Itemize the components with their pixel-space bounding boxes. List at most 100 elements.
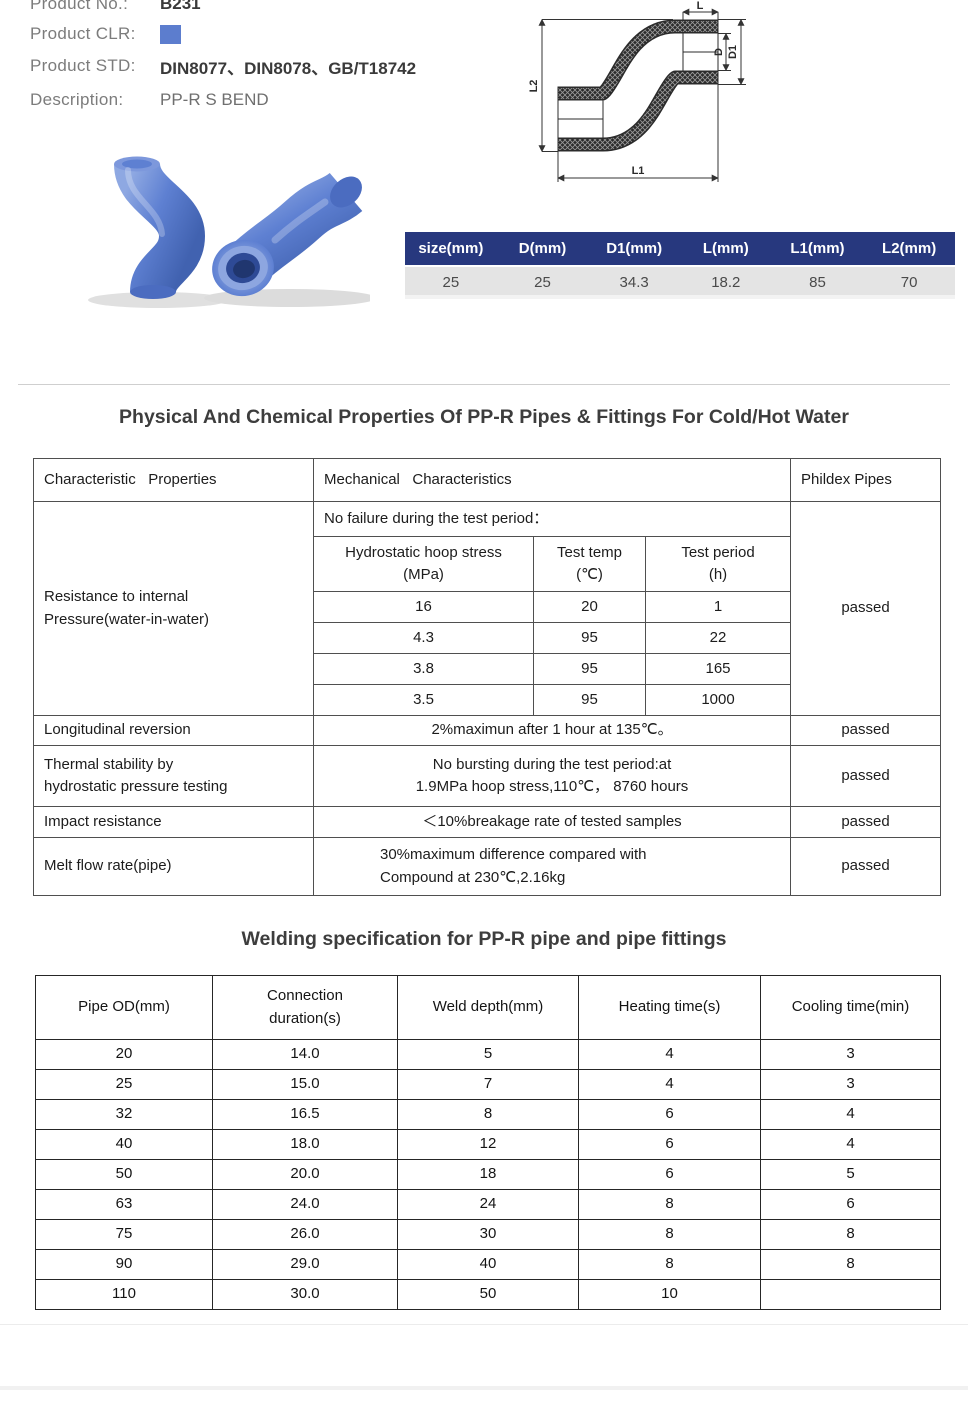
- table-header-cell: Mechanical Characteristics: [312, 458, 792, 502]
- table-header-cell: Phildex Pipes: [790, 458, 942, 502]
- table-cell: 4: [760, 1129, 941, 1160]
- table-cell: 50: [397, 1279, 579, 1310]
- table-cell: 30.0: [212, 1279, 398, 1310]
- table-header-cell: Weld depth(mm): [397, 975, 579, 1040]
- table-row: 32 16.5 8 6 4: [35, 1099, 941, 1130]
- table-cell: 40: [397, 1249, 579, 1280]
- table-subheader-cell: Hydrostatic hoop stress (MPa): [313, 536, 534, 592]
- table-row: Resistance to internal Pressure(water-in…: [33, 501, 942, 716]
- table-cell: 25: [35, 1069, 213, 1100]
- table-cell: 8: [760, 1219, 941, 1250]
- table-cell: 16: [313, 591, 534, 623]
- table-cell: 6: [578, 1159, 761, 1190]
- table-cell: 4: [578, 1039, 761, 1070]
- size-table: size(mm) D(mm) D1(mm) L(mm) L1(mm) L2(mm…: [405, 232, 955, 298]
- table-cell: 22: [644, 622, 792, 654]
- table-cell: 165: [644, 653, 792, 685]
- table-header-cell: Heating time(s): [578, 975, 761, 1040]
- product-color-swatch: [160, 24, 181, 44]
- description-value: PP-R S BEND: [160, 90, 269, 109]
- product-no-label: Product No.:: [30, 0, 129, 13]
- table-cell: 50: [35, 1159, 213, 1190]
- table-cell: ＜10%breakage rate of tested samples: [312, 806, 792, 838]
- size-table-data-row: 25 25 34.3 18.2 85 70: [405, 266, 955, 298]
- table-header-cell: Connection duration(s): [212, 975, 398, 1040]
- table-header-cell: Cooling time(min): [760, 975, 941, 1040]
- description-label: Description:: [30, 90, 124, 109]
- table-cell: 1: [644, 591, 792, 623]
- table-row: 63 24.0 24 8 6: [35, 1189, 941, 1220]
- table-row: 40 18.0 12 6 4: [35, 1129, 941, 1160]
- table-cell: Thermal stability by hydrostatic pressur…: [33, 745, 314, 807]
- section-divider: [18, 384, 950, 385]
- table-cell: 95: [533, 653, 646, 685]
- size-cell: 70: [863, 266, 955, 298]
- table-cell: 3.8: [313, 653, 534, 685]
- table-cell: 95: [533, 684, 646, 716]
- table-cell: 8: [578, 1249, 761, 1280]
- size-table-header-row: size(mm) D(mm) D1(mm) L(mm) L1(mm) L2(mm…: [405, 232, 955, 267]
- table-cell: 5: [397, 1039, 579, 1070]
- table-cell: 10: [578, 1279, 761, 1310]
- table-cell: 75: [35, 1219, 213, 1250]
- table-cell: 29.0: [212, 1249, 398, 1280]
- welding-section-title: Welding specification for PP-R pipe and …: [241, 928, 727, 950]
- table-row: 20 14.0 5 4 3: [35, 1039, 941, 1070]
- table-cell: Melt flow rate(pipe): [33, 837, 314, 896]
- table-row: 110 30.0 50 10: [35, 1279, 941, 1310]
- table-cell: 7: [397, 1069, 579, 1100]
- size-header-cell: D1(mm): [588, 232, 680, 267]
- table-cell: passed: [790, 837, 942, 896]
- table-cell: 8: [578, 1219, 761, 1250]
- table-cell: 8: [578, 1189, 761, 1220]
- bottom-divider: [0, 1324, 968, 1325]
- table-row: Characteristic Properties Mechanical Cha…: [33, 458, 942, 502]
- table-cell: passed: [790, 806, 942, 838]
- table-cell: 4: [578, 1069, 761, 1100]
- table-cell: 90: [35, 1249, 213, 1280]
- table-row: 25 15.0 7 4 3: [35, 1069, 941, 1100]
- table-cell: 26.0: [212, 1219, 398, 1250]
- table-cell: 40: [35, 1129, 213, 1160]
- table-cell: 6: [578, 1129, 761, 1160]
- dim-label-l: L: [697, 0, 704, 12]
- table-cell: 30: [397, 1219, 579, 1250]
- table-subheader-cell: Test temp (℃): [533, 536, 646, 592]
- table-cell: 4: [760, 1099, 941, 1130]
- technical-drawing: L D D1 L2 L1: [528, 0, 746, 182]
- table-cell: 18: [397, 1159, 579, 1190]
- table-cell: 12: [397, 1129, 579, 1160]
- welding-table: Pipe OD(mm) Connection duration(s) Weld …: [35, 975, 941, 1310]
- table-cell: 3.5: [313, 684, 534, 716]
- table-cell: 20: [533, 591, 646, 623]
- size-cell: 85: [771, 266, 864, 298]
- table-subheader-cell: Test period (h): [644, 536, 792, 592]
- table-cell: 3: [760, 1039, 941, 1070]
- table-cell: passed: [790, 501, 942, 716]
- table-cell: 6: [760, 1189, 941, 1220]
- table-cell: No bursting during the test period:at 1.…: [312, 745, 792, 807]
- size-table-bottom-strip: [405, 295, 955, 299]
- size-header-cell: L1(mm): [771, 232, 864, 267]
- table-row: Impact resistance ＜10%breakage rate of t…: [33, 806, 942, 838]
- product-std-value: DIN8077、DIN8078、GB/T18742: [160, 58, 417, 78]
- product-no-value: B231: [160, 0, 201, 13]
- properties-table: Characteristic Properties Mechanical Cha…: [33, 458, 942, 896]
- table-cell: 95: [533, 622, 646, 654]
- properties-section-title: Physical And Chemical Properties Of PP-R…: [119, 406, 849, 428]
- fitting-left: [114, 156, 206, 299]
- table-cell: 1000: [644, 684, 792, 716]
- dim-label-d1: D1: [727, 45, 739, 59]
- table-cell: 16.5: [212, 1099, 398, 1130]
- table-header-row: Pipe OD(mm) Connection duration(s) Weld …: [35, 975, 941, 1040]
- product-std-row: Product STD: DIN8077、DIN8078、GB/T18742: [30, 52, 416, 80]
- table-cell: 20.0: [212, 1159, 398, 1190]
- dimension-lines: L D D1 L2 L1: [528, 0, 746, 182]
- table-cell: Resistance to internal Pressure(water-in…: [33, 501, 314, 716]
- table-cell: passed: [790, 715, 942, 746]
- table-cell: Longitudinal reversion: [33, 715, 314, 746]
- table-cell: 8: [397, 1099, 579, 1130]
- table-cell: 15.0: [212, 1069, 398, 1100]
- product-clr-label: Product CLR:: [30, 24, 136, 43]
- table-row: 16 20 1: [34, 591, 941, 623]
